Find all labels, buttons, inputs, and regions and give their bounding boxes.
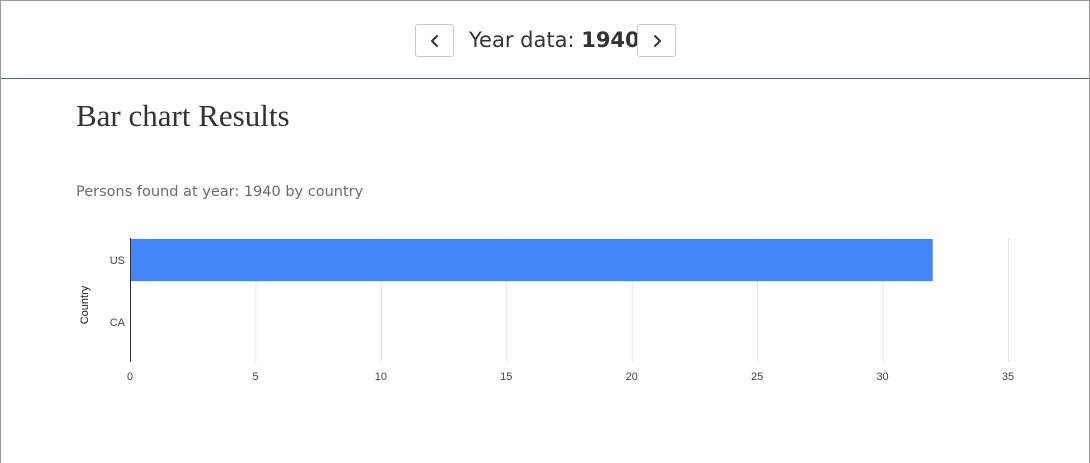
year-title: Year data: 1940	[469, 25, 640, 55]
chevron-left-icon	[429, 34, 441, 48]
year-value: 1940	[581, 28, 640, 52]
previous-year-button[interactable]	[415, 24, 454, 57]
bar-us	[130, 239, 933, 282]
page-title: Bar chart Results	[76, 98, 290, 133]
y-axis-label: Country	[79, 285, 91, 324]
year-navigation-bar: Year data: 1940	[1, 1, 1089, 79]
x-tick-label: 5	[252, 371, 258, 383]
x-tick-label: 10	[375, 371, 387, 383]
x-tick-label: 0	[127, 371, 133, 383]
next-year-button[interactable]	[637, 24, 676, 57]
x-tick-label: 15	[500, 371, 512, 383]
chart-title: Persons found at year: 1940 by country	[76, 184, 364, 200]
year-label: Year data:	[469, 28, 575, 52]
category-label: CA	[110, 317, 126, 329]
x-tick-label: 35	[1002, 371, 1014, 383]
chevron-right-icon	[651, 34, 663, 48]
x-tick-label: 20	[626, 371, 638, 383]
category-label: US	[110, 255, 125, 267]
x-tick-label: 25	[751, 371, 763, 383]
x-tick-label: 30	[876, 371, 888, 383]
